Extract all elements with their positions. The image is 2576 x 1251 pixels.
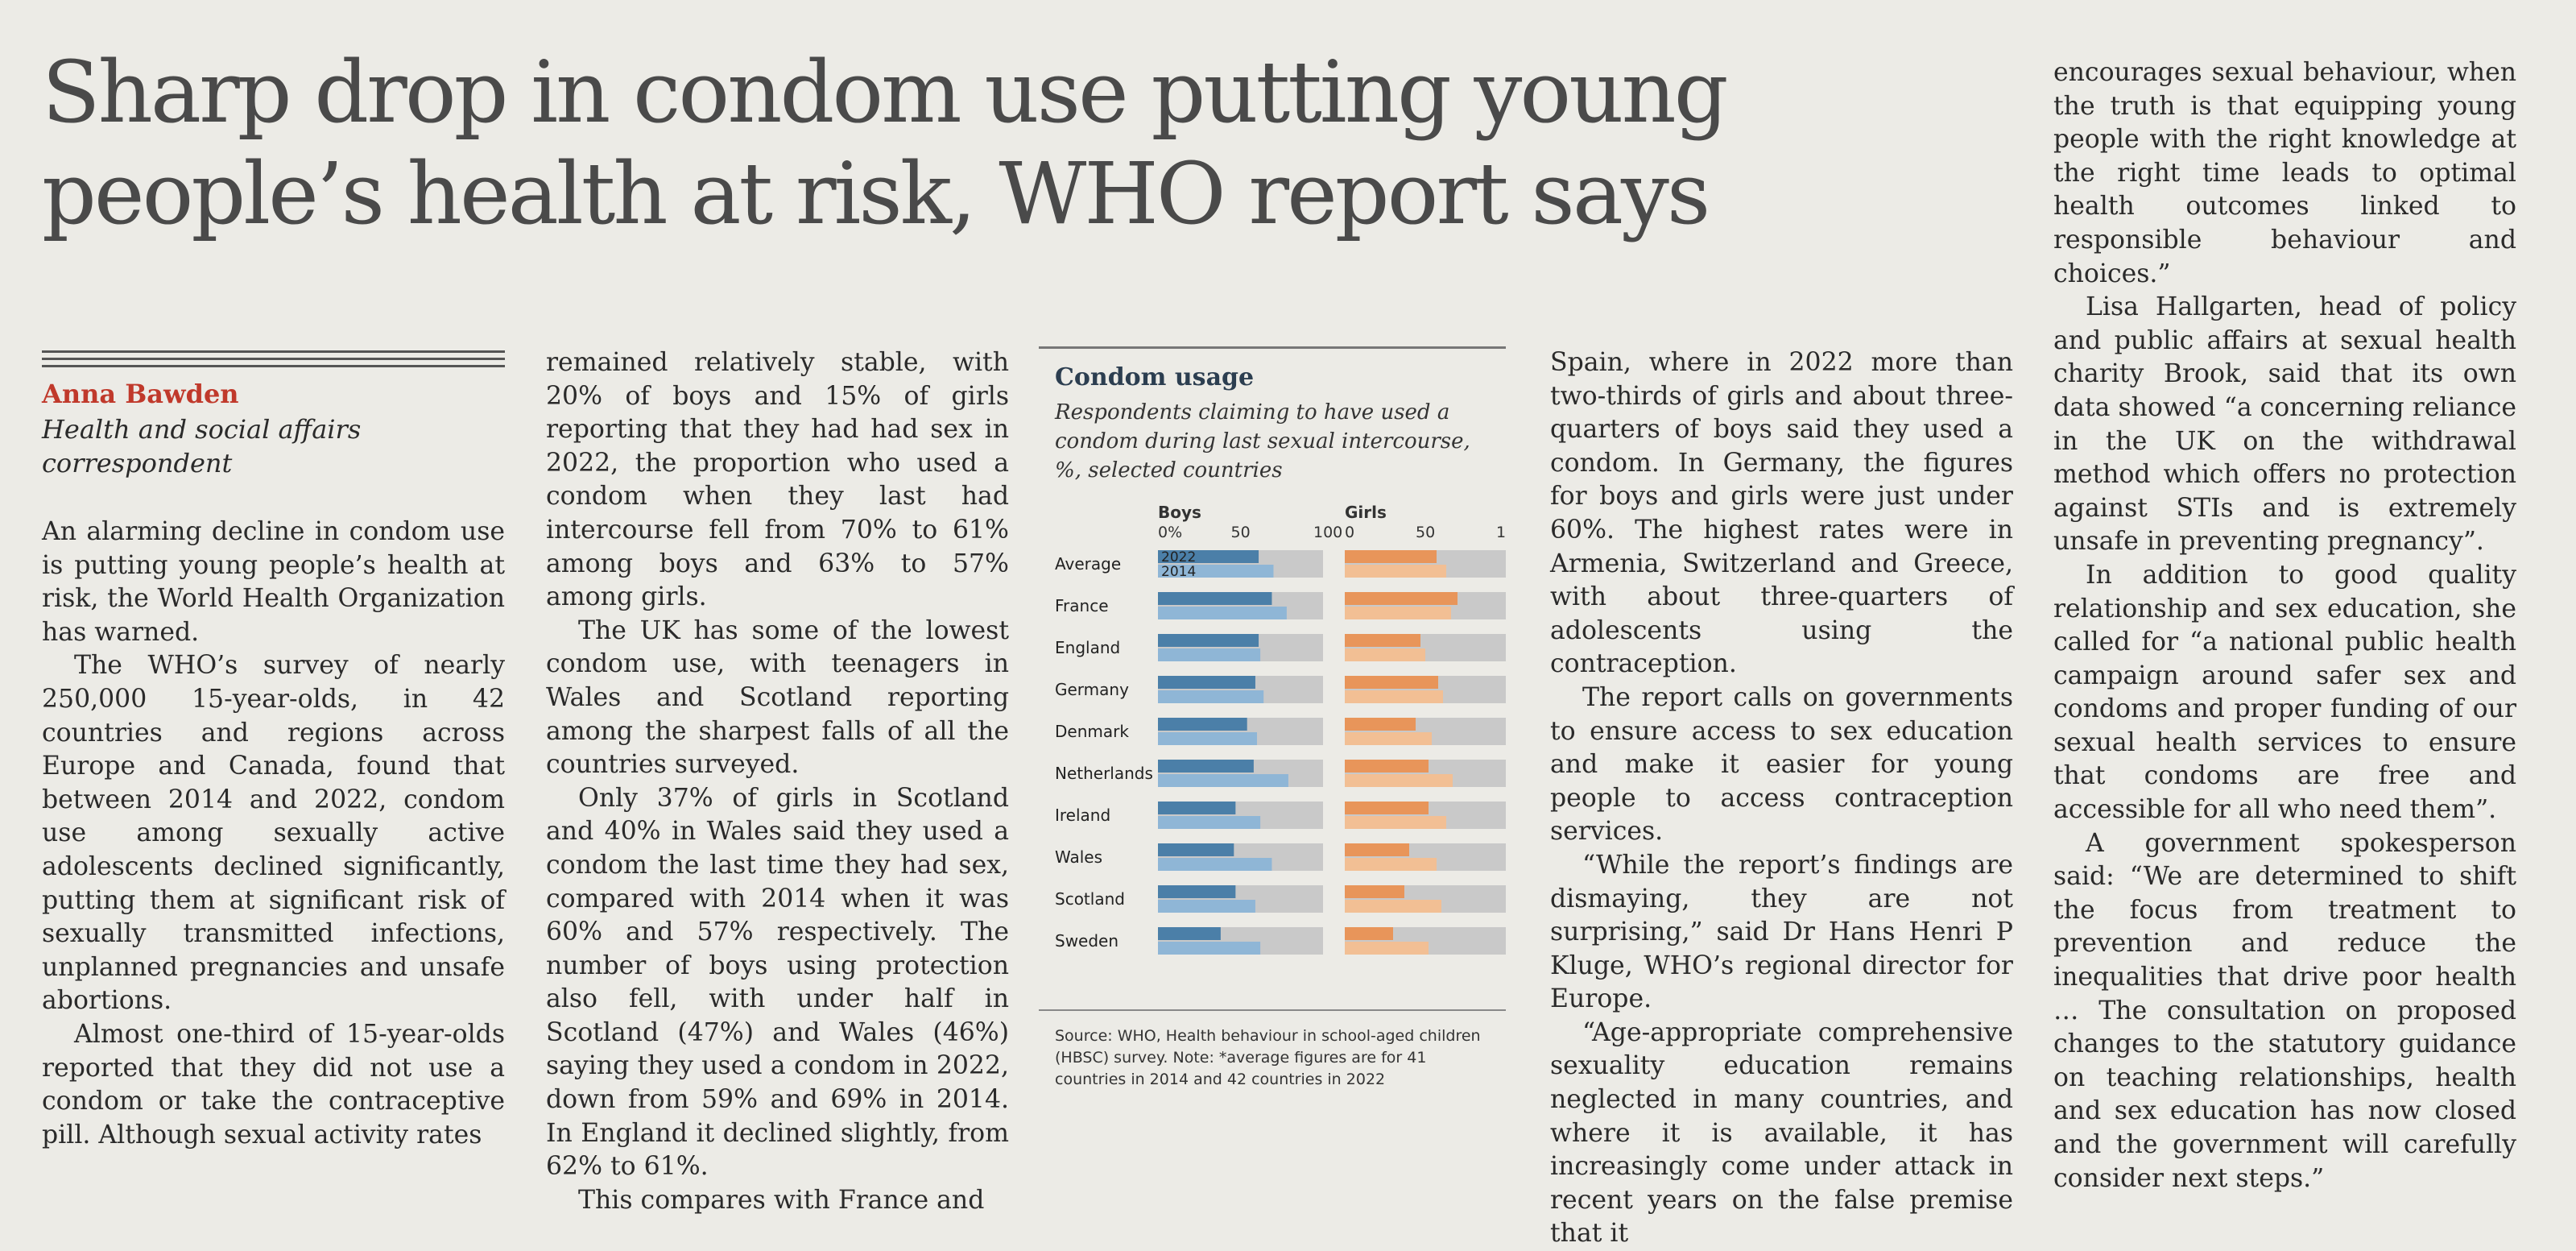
bar-2014-girls (1345, 942, 1429, 955)
bar-2014-boys (1158, 774, 1288, 787)
bar-2022-girls (1345, 843, 1409, 856)
bar-2022-boys (1158, 885, 1236, 898)
chart-source: Source: WHO, Health behaviour in school-… (1055, 1027, 1481, 1088)
tick-label: 0% (1158, 524, 1182, 541)
category-label: England (1055, 638, 1120, 657)
bar-2022-girls (1345, 718, 1416, 731)
tick-label: 50 (1416, 524, 1435, 541)
bar-2014-boys (1158, 690, 1264, 703)
condom-usage-chart: Condom usage Respondents claiming to hav… (1039, 346, 1506, 1106)
paragraph: The report calls on governments to ensur… (1550, 682, 2013, 847)
paragraph: A government spokesperson said: “We are … (2053, 828, 2516, 1193)
category-label: Netherlands (1055, 764, 1153, 783)
author-role: Health and social affairs correspondent (42, 414, 362, 478)
bar-2014-girls (1345, 565, 1446, 578)
category-label: Average (1055, 554, 1121, 574)
bar-2022-boys (1158, 550, 1259, 563)
bar-2022-boys (1158, 760, 1254, 773)
bar-2014-boys (1158, 565, 1274, 578)
category-label: Sweden (1055, 931, 1118, 951)
author-name: Anna Bawden (42, 379, 239, 409)
bar-2014-boys (1158, 816, 1261, 829)
panel-label-boys: Boys (1158, 503, 1201, 522)
paragraph: “While the report’s findings are dismayi… (1550, 850, 2013, 1014)
bar-2014-girls (1345, 774, 1453, 787)
paragraph: Lisa Hallgarten, head of policy and publ… (2053, 292, 2516, 557)
tick-label: 0 (1345, 524, 1354, 541)
bar-2014-boys (1158, 942, 1261, 955)
byline-rules (42, 350, 505, 375)
paragraph: An alarming decline in condom use is put… (42, 517, 505, 647)
bar-2014-girls (1345, 732, 1432, 745)
article-column-2: remained relatively stable, with 20% of … (546, 346, 1009, 1217)
category-label: Scotland (1055, 889, 1125, 909)
bar-2022-boys (1158, 634, 1259, 647)
paragraph: remained relatively stable, with 20% of … (546, 348, 1009, 612)
series-label-2014: 2014 (1161, 564, 1196, 580)
chart-subtitle: Respondents claiming to have used a cond… (1055, 400, 1470, 483)
tick-label: 100 (1496, 524, 1506, 541)
tick-label: 50 (1231, 524, 1251, 541)
bar-2022-boys (1158, 802, 1236, 814)
tick-label: 100 (1313, 524, 1342, 541)
chart-title: Condom usage (1055, 363, 1255, 391)
bar-2014-girls (1345, 816, 1446, 829)
bar-2022-boys (1158, 927, 1221, 940)
category-label: Ireland (1055, 806, 1110, 825)
bar-2014-girls (1345, 900, 1441, 913)
bar-2014-boys (1158, 858, 1272, 871)
article-column-5: encourages sexual behaviour, when the tr… (2053, 56, 2516, 1195)
bar-2014-girls (1345, 607, 1451, 619)
bar-2022-girls (1345, 592, 1458, 605)
category-label: France (1055, 596, 1109, 615)
bar-2014-girls (1345, 690, 1443, 703)
paragraph: The UK has some of the lowest condom use… (546, 615, 1009, 780)
bar-2022-girls (1345, 802, 1429, 814)
paragraph: In addition to good quality relationship… (2053, 560, 2516, 825)
bar-2014-boys (1158, 732, 1257, 745)
category-label: Denmark (1055, 722, 1129, 741)
bar-2022-boys (1158, 676, 1255, 689)
bar-2014-girls (1345, 648, 1425, 661)
paragraph: Only 37% of girls in Scotland and 40% in… (546, 783, 1009, 1182)
bar-2022-girls (1345, 634, 1420, 647)
series-label-2022: 2022 (1161, 549, 1196, 565)
article-column-1: An alarming decline in condom use is put… (42, 516, 505, 1152)
bar-2022-girls (1345, 550, 1437, 563)
paragraph: “Age-appropriate comprehensive sexuality… (1550, 1017, 2013, 1249)
paragraph: encourages sexual behaviour, when the tr… (2053, 58, 2516, 288)
article-column-4: Spain, where in 2022 more than two-third… (1550, 346, 2013, 1251)
bar-2022-boys (1158, 718, 1247, 731)
chart-plot: Boys0%50100Girls050100AverageFranceEngla… (1055, 503, 1506, 955)
bar-2014-boys (1158, 648, 1261, 661)
paragraph: Spain, where in 2022 more than two-third… (1550, 348, 2013, 679)
paragraph: This compares with France and (578, 1185, 985, 1215)
category-label: Germany (1055, 680, 1129, 699)
category-label: Wales (1055, 847, 1102, 867)
bar-2022-girls (1345, 760, 1429, 773)
bar-2022-boys (1158, 843, 1234, 856)
bar-2022-girls (1345, 676, 1438, 689)
headline: Sharp drop in condom use putting young p… (42, 43, 1729, 243)
chart-divider (1039, 1009, 1506, 1011)
paragraph: Almost one-third of 15-year-olds reporte… (42, 1019, 505, 1150)
bar-2014-girls (1345, 858, 1437, 871)
bar-2022-girls (1345, 927, 1393, 940)
bar-2022-boys (1158, 592, 1272, 605)
bar-2014-boys (1158, 607, 1287, 619)
bar-2014-boys (1158, 900, 1255, 913)
panel-label-girls: Girls (1345, 503, 1387, 522)
bar-2022-girls (1345, 885, 1404, 898)
paragraph: The WHO’s survey of nearly 250,000 15-ye… (42, 651, 505, 1016)
